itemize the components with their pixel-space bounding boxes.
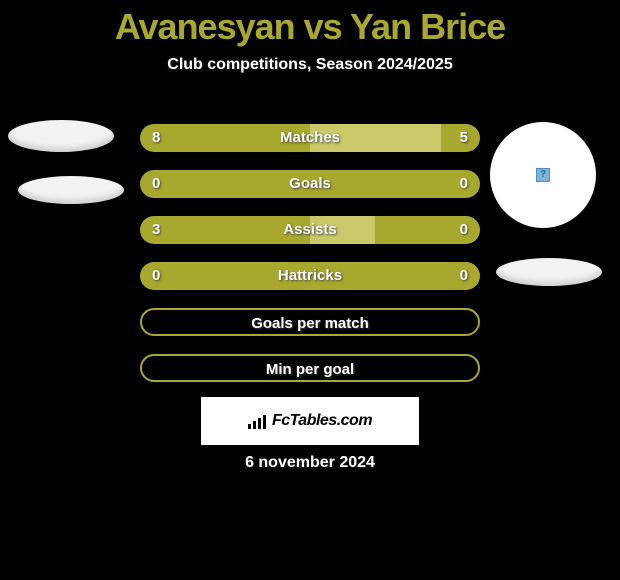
stat-label: Hattricks [140, 262, 480, 290]
date-label: 6 november 2024 [0, 454, 620, 472]
stat-label: Assists [140, 216, 480, 244]
stat-row-goals: 00Goals [140, 170, 480, 198]
deco-ellipse-left-bottom [18, 176, 124, 204]
stat-label: Matches [140, 124, 480, 152]
stat-label: Min per goal [142, 356, 478, 382]
deco-ellipse-left-top [8, 120, 114, 152]
stat-row-goals-per-match: Goals per match [140, 308, 480, 336]
stat-label: Goals [140, 170, 480, 198]
logo-text: FcTables.com [272, 412, 372, 430]
deco-ellipse-right-bottom [496, 258, 602, 286]
avatar-placeholder-icon: ? [536, 168, 550, 182]
logo-bars-icon [248, 413, 266, 429]
stat-row-assists: 30Assists [140, 216, 480, 244]
stat-row-hattricks: 00Hattricks [140, 262, 480, 290]
page-title: Avanesyan vs Yan Brice [0, 0, 620, 48]
stat-row-matches: 85Matches [140, 124, 480, 152]
stat-label: Goals per match [142, 310, 478, 336]
player-avatar-right: ? [490, 122, 596, 228]
stats-container: 85Matches 00Goals 30Assists 00Hattricks Goal… [140, 124, 480, 400]
fctables-logo: FcTables.com [200, 396, 420, 446]
stat-row-min-per-goal: Min per goal [140, 354, 480, 382]
page-subtitle: Club competitions, Season 2024/2025 [0, 56, 620, 74]
